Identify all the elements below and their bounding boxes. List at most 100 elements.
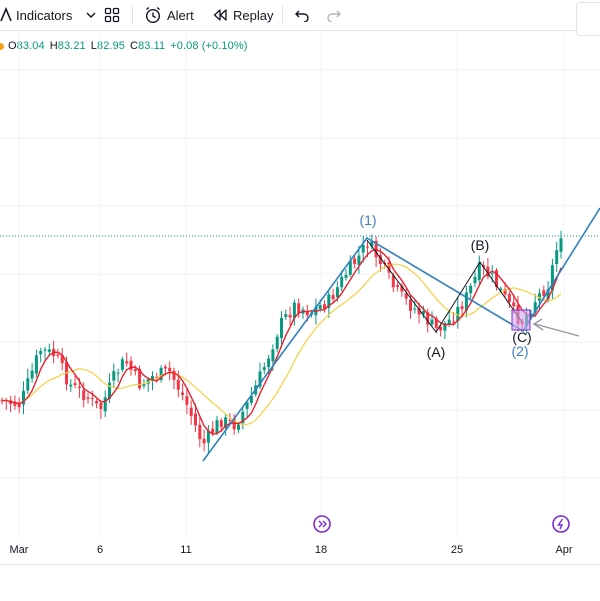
replay-button[interactable]: Replay	[212, 0, 273, 30]
candle-body	[499, 288, 503, 291]
chevron-down-icon[interactable]	[86, 11, 96, 19]
candle-body	[13, 401, 17, 406]
price-chart[interactable]: (1) (2) (A) (B) (C)	[0, 30, 600, 538]
candle-body	[176, 379, 180, 390]
candle-body	[163, 366, 167, 369]
dividend-icon	[552, 515, 570, 533]
layouts-button[interactable]	[104, 0, 120, 30]
candle-body	[168, 367, 172, 372]
alert-button[interactable]: Alert	[144, 0, 194, 30]
candle-body	[434, 318, 438, 328]
candle-body	[73, 383, 77, 386]
candle-body	[232, 418, 236, 430]
candle-body	[495, 270, 498, 288]
undo-button[interactable]	[294, 0, 310, 30]
x-tick-label: 25	[450, 544, 464, 556]
wave-2-label: (2)	[511, 343, 528, 359]
candle-body	[542, 290, 546, 297]
candle-body	[378, 255, 382, 265]
candle-body	[181, 392, 185, 395]
candle-body	[60, 355, 64, 364]
candle-body	[142, 384, 146, 386]
candle-body	[280, 317, 283, 339]
open-value: 83.04	[16, 40, 45, 52]
time-axis[interactable]: Mar 6 11 18 25 Apr	[0, 538, 600, 564]
redo-icon	[326, 8, 342, 22]
candle-body	[275, 336, 279, 349]
candle-body	[262, 367, 266, 371]
fast-moving-average	[1, 248, 562, 436]
ohlc-legend: O 83.04 H 83.21 L 82.95 C 83.11 +0.08 (+0.10…	[0, 38, 248, 54]
candle-body	[185, 396, 189, 405]
x-tick-label: 6	[96, 544, 104, 556]
candle-body	[258, 371, 262, 387]
candle-body	[391, 275, 395, 288]
layouts-icon	[104, 7, 120, 23]
candle-body	[452, 321, 455, 323]
x-tick-label: 18	[314, 544, 328, 556]
candle-body	[151, 375, 154, 381]
candle-body	[447, 319, 451, 325]
candle-body	[477, 262, 481, 280]
pointer-arrow	[534, 323, 580, 337]
candle-body	[439, 326, 443, 331]
candle-body	[512, 302, 516, 307]
candle-body	[469, 285, 473, 294]
panel-toggle-button[interactable]	[576, 2, 600, 36]
candle-body	[288, 314, 292, 318]
toolbar-divider	[132, 6, 133, 24]
candle-body	[90, 398, 94, 400]
candle-body	[443, 323, 447, 331]
candle-body	[30, 370, 34, 379]
candle-body	[125, 361, 129, 364]
candle-body	[211, 428, 215, 433]
wave-target-box	[511, 309, 531, 331]
wave-c-label: (C)	[512, 329, 531, 345]
x-tick-label: 11	[180, 544, 192, 556]
candle-body	[456, 306, 460, 322]
candle-body	[460, 306, 464, 310]
candle-body	[138, 368, 142, 389]
candle-body	[357, 255, 361, 265]
candle-body	[366, 246, 369, 248]
candle-body	[56, 354, 60, 356]
low-label: L	[90, 40, 97, 52]
low-value: 82.95	[96, 40, 126, 52]
status-dot	[0, 42, 4, 50]
candle-body	[284, 314, 288, 317]
candle-body	[335, 287, 339, 298]
candle-body	[559, 238, 563, 252]
candle-body	[82, 390, 86, 401]
candle-body	[340, 276, 344, 288]
close-value: 83.11	[138, 40, 166, 52]
candle-body	[95, 401, 99, 404]
candle-body	[194, 413, 197, 426]
candle-body	[198, 424, 202, 440]
candle-body	[473, 276, 477, 284]
candle-body	[133, 369, 137, 372]
candle-body	[297, 303, 301, 314]
candle-body	[305, 310, 309, 316]
candle-body	[189, 407, 193, 417]
candle-body	[417, 308, 421, 315]
x-tick-label: Apr	[555, 544, 573, 556]
candle-body	[327, 294, 331, 308]
indicators-button[interactable]: Indicators	[0, 0, 96, 30]
top-toolbar: Indicators Alert	[0, 0, 600, 36]
candle-body	[344, 274, 348, 278]
candle-body	[219, 420, 223, 427]
candle-body	[409, 299, 412, 311]
candle-body	[507, 294, 511, 303]
change-value: +0.08 (+0.10%)	[170, 40, 248, 52]
high-value: 83.21	[57, 40, 86, 52]
candle-body	[271, 349, 275, 362]
candle-body	[116, 372, 120, 374]
candle-body	[249, 396, 253, 403]
candle-body	[172, 370, 176, 380]
candle-body	[421, 311, 425, 315]
wave-a-label: (A)	[427, 344, 446, 360]
redo-button[interactable]	[326, 0, 342, 30]
event-icon	[313, 515, 331, 533]
candle-body	[120, 359, 124, 370]
candle-body	[550, 265, 554, 291]
